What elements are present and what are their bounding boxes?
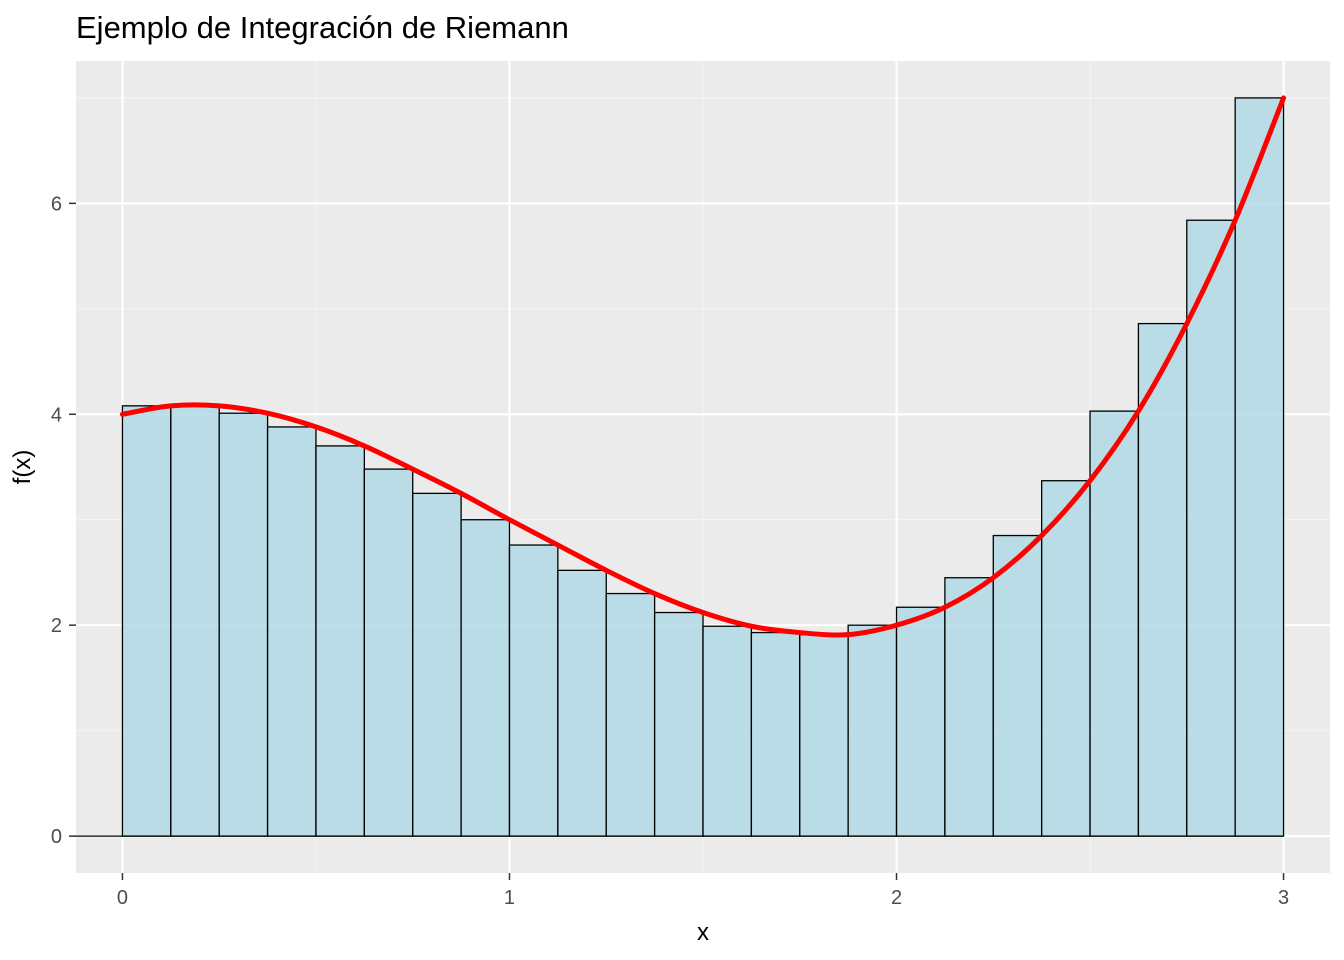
riemann-bars [74, 97, 1285, 837]
riemann-bar [363, 468, 414, 837]
riemann-bar [1041, 480, 1091, 837]
riemann-bar [895, 606, 946, 837]
riemann-bar [170, 405, 220, 837]
y-axis-ticks: 0 2 4 6 [51, 193, 76, 848]
riemann-bar [1234, 97, 1285, 837]
riemann-bar [508, 544, 559, 837]
riemann-bar [460, 519, 511, 837]
riemann-bar [605, 592, 656, 837]
y-tick-label: 0 [51, 826, 62, 848]
riemann-bar [315, 445, 365, 837]
y-tick-label: 2 [51, 615, 62, 637]
riemann-bar [121, 405, 172, 837]
y-tick-label: 4 [51, 404, 62, 426]
riemann-bar [653, 611, 704, 837]
riemann-bar [557, 569, 607, 837]
riemann-bar [1186, 219, 1236, 837]
x-tick-label: 3 [1278, 887, 1289, 909]
riemann-bar [1137, 322, 1188, 837]
x-axis-title: x [697, 919, 709, 946]
x-tick-label: 2 [891, 887, 902, 909]
riemann-bar [702, 625, 753, 837]
riemann-bar [412, 492, 462, 837]
x-tick-label: 0 [117, 887, 128, 909]
chart-title: Ejemplo de Integración de Riemann [76, 10, 569, 45]
riemann-bar [944, 577, 994, 837]
y-tick-label: 6 [51, 193, 62, 215]
riemann-bar [750, 631, 801, 837]
riemann-bar [218, 412, 269, 837]
riemann-bar [847, 624, 898, 837]
riemann-bar [992, 534, 1043, 837]
x-axis-ticks: 0 1 2 3 [117, 873, 1289, 909]
function-curve [119, 95, 1287, 638]
x-tick-label: 1 [504, 887, 515, 909]
riemann-bar [266, 426, 317, 837]
riemann-bar [799, 634, 849, 837]
y-axis-title: f(x) [9, 450, 36, 485]
